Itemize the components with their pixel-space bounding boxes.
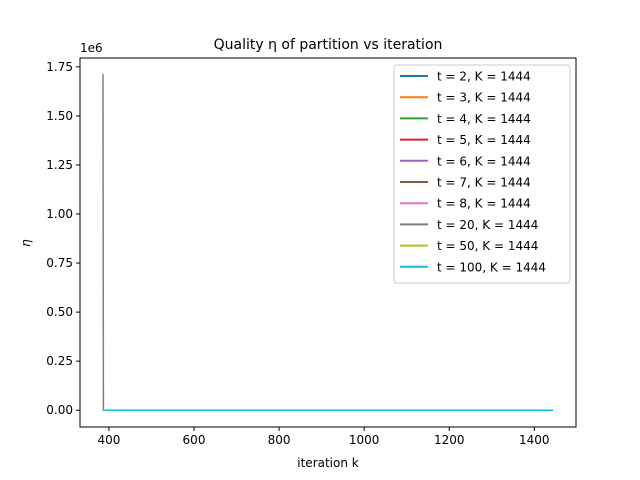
legend-label: t = 8, K = 1444 [437, 197, 531, 211]
legend-label: t = 7, K = 1444 [437, 176, 531, 190]
plot-frame [79, 57, 577, 428]
x-tick-label: 1400 [519, 433, 550, 447]
y-tick-label: 1.75 [46, 60, 73, 74]
y-tick-label: 0.25 [46, 354, 73, 368]
legend-label: t = 6, K = 1444 [437, 154, 531, 168]
y-offset-label: 1e6 [80, 41, 103, 55]
y-axis: 0.00 0.25 0.50 0.75 1.00 1.25 1.50 1.75 [46, 60, 80, 417]
x-axis: 400 600 800 1000 1200 1400 [97, 427, 550, 447]
y-tick-label: 0.75 [46, 256, 73, 270]
y-tick-label: 1.00 [46, 207, 73, 221]
legend-label: t = 100, K = 1444 [437, 260, 546, 274]
legend-label: t = 50, K = 1444 [437, 239, 538, 253]
x-tick-label: 1200 [434, 433, 465, 447]
x-axis-label: iteration k [297, 456, 359, 470]
y-axis-label: η [19, 239, 33, 247]
legend-label: t = 4, K = 1444 [437, 112, 531, 126]
legend-label: t = 2, K = 1444 [437, 70, 531, 84]
y-tick-label: 0.50 [46, 305, 73, 319]
y-tick-label: 1.25 [46, 158, 73, 172]
legend: t = 2, K = 1444 t = 3, K = 1444 t = 4, K =… [393, 64, 571, 284]
y-tick-label: 0.00 [46, 403, 73, 417]
legend-label: t = 5, K = 1444 [437, 133, 531, 147]
legend-frame [393, 64, 571, 284]
x-tick-label: 800 [268, 433, 291, 447]
x-tick-label: 1000 [349, 433, 380, 447]
legend-label: t = 20, K = 1444 [437, 218, 538, 232]
x-tick-label: 600 [183, 433, 206, 447]
y-tick-label: 1.50 [46, 109, 73, 123]
chart-title: Quality η of partition vs iteration [214, 37, 443, 53]
x-tick-label: 400 [97, 433, 120, 447]
plot-lines [102, 73, 554, 411]
legend-label: t = 3, K = 1444 [437, 91, 531, 105]
